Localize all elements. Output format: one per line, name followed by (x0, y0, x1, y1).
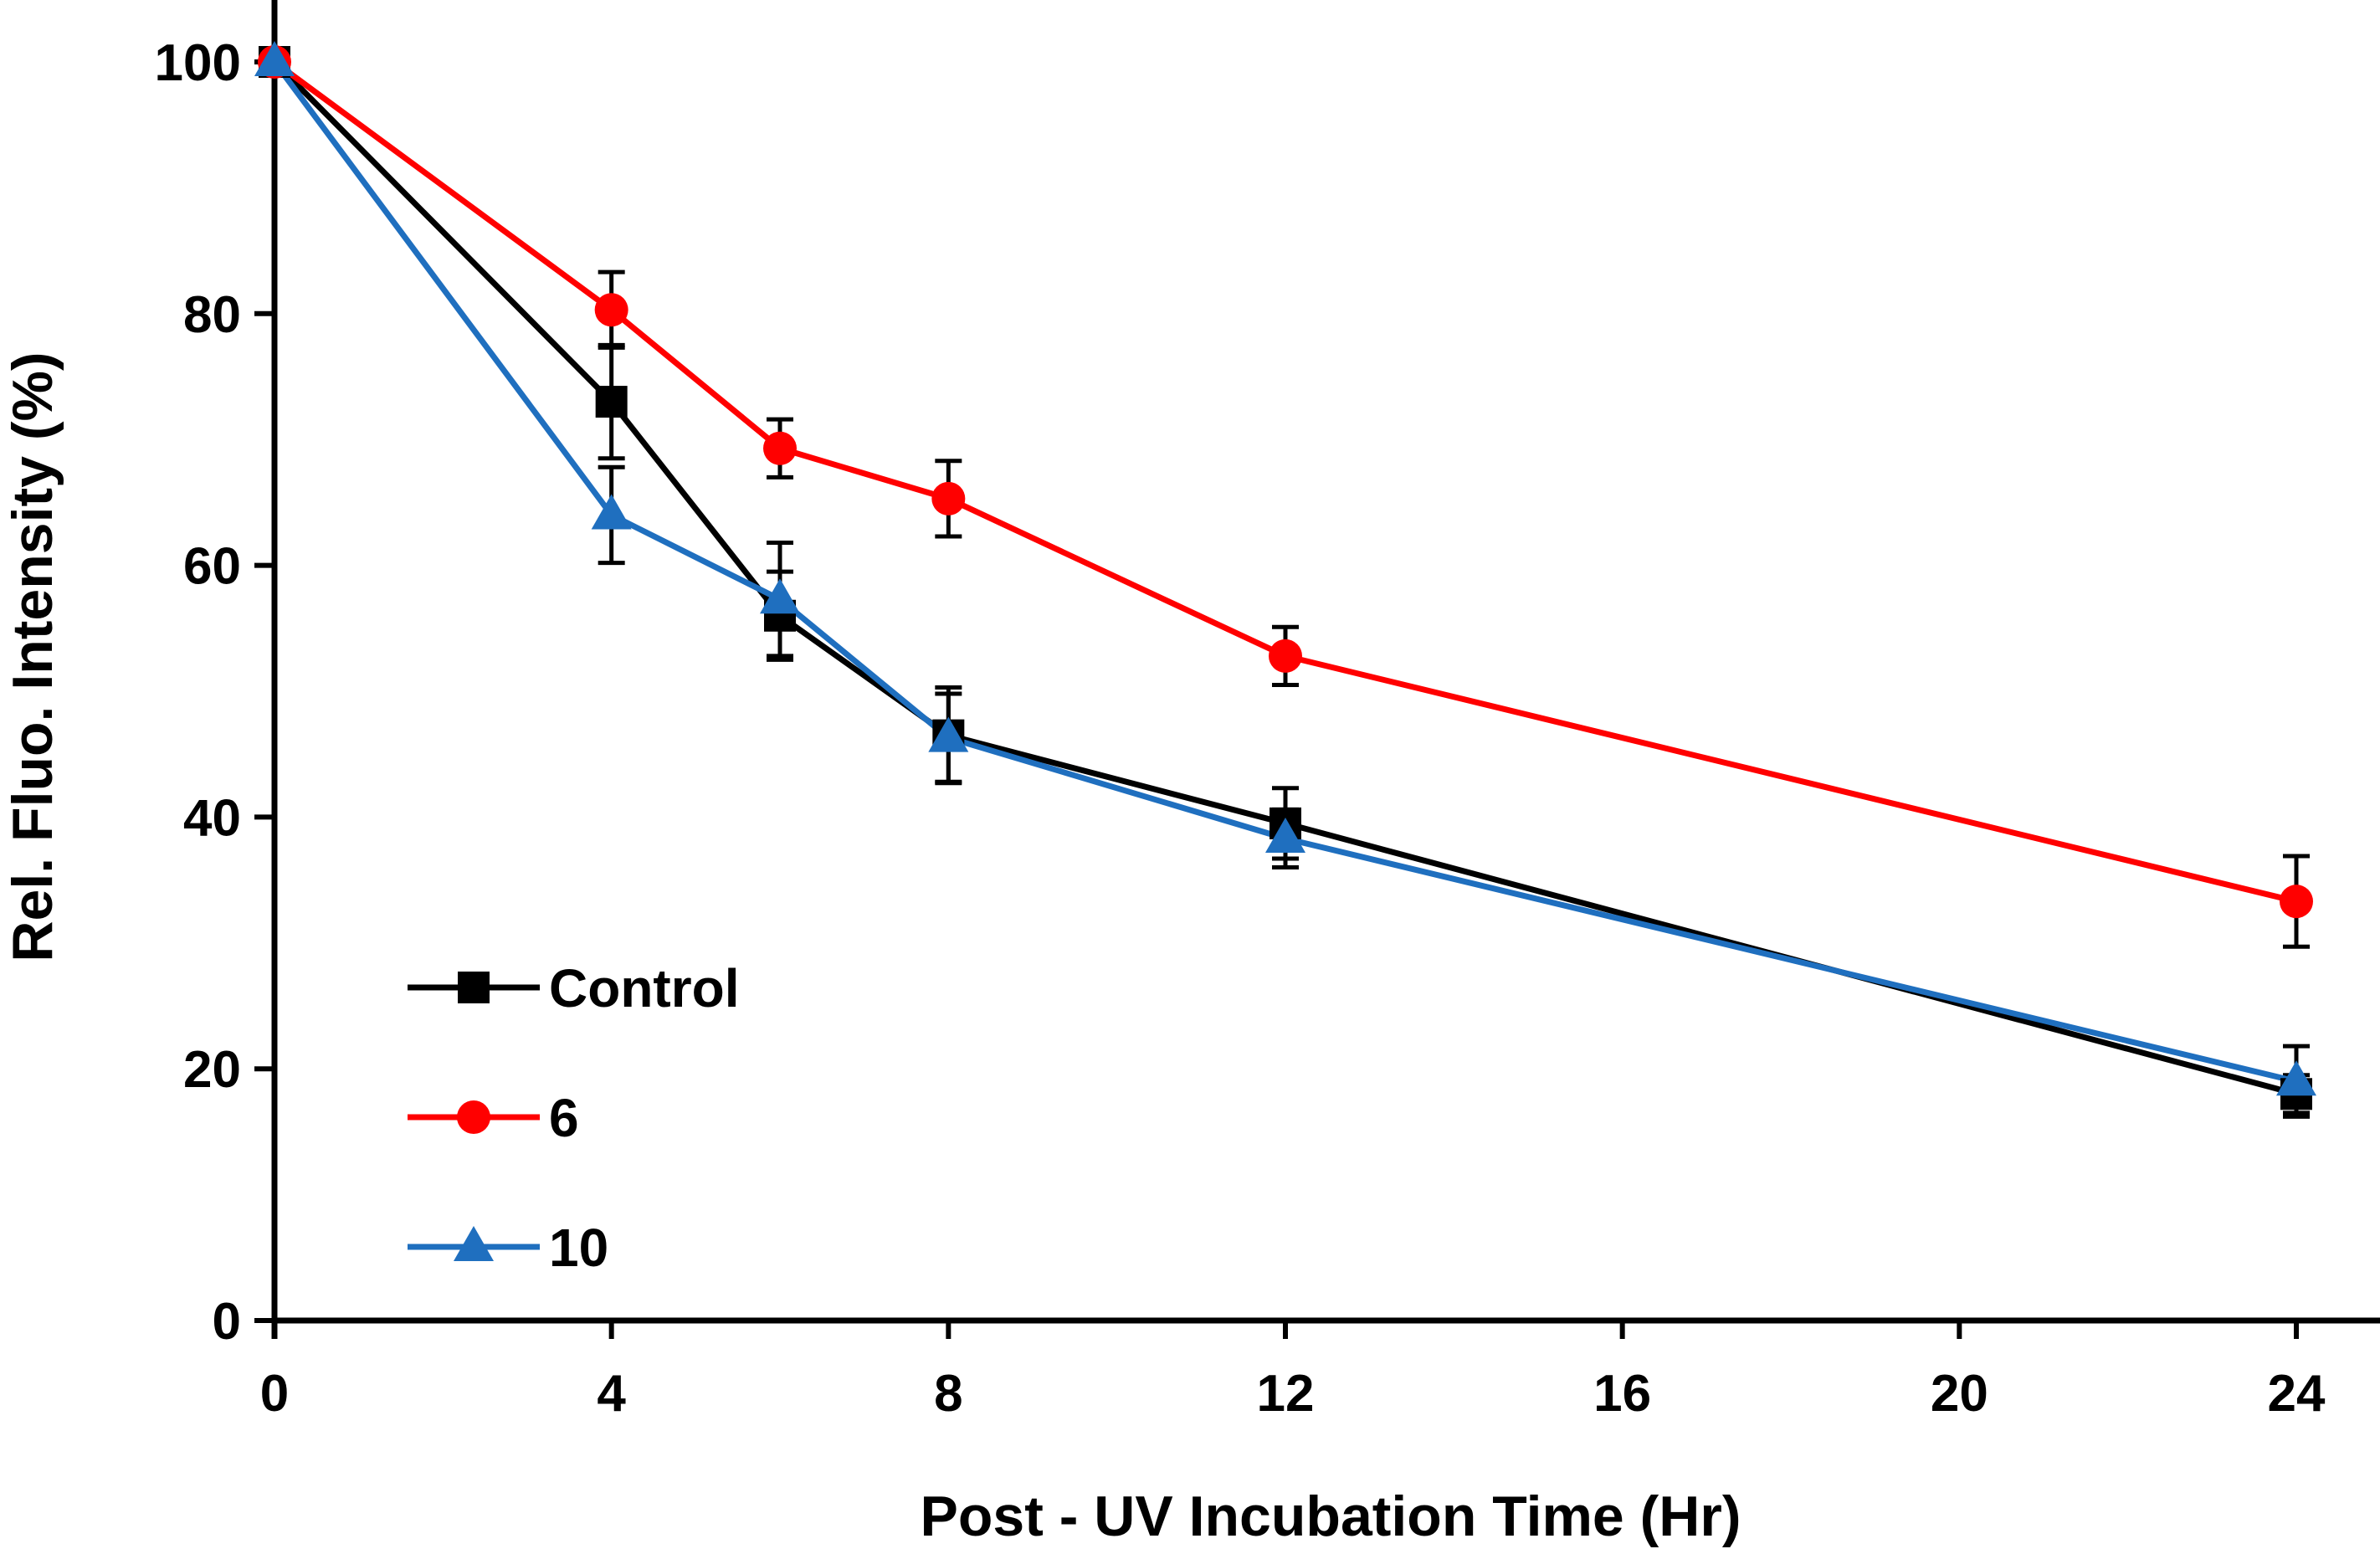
series-control-lines (272, 59, 2310, 1115)
y-tick-label: 20 (183, 1041, 241, 1099)
x-tick-label: 16 (1593, 1365, 1651, 1423)
y-tick-label: 100 (155, 34, 241, 92)
y-axis-ticks: 0 20 40 60 80 100 (155, 34, 274, 1351)
legend-item: 10 (408, 1218, 608, 1278)
x-tick-label: 20 (1931, 1365, 1988, 1423)
legend-label: 10 (549, 1218, 608, 1278)
y-tick-label: 40 (183, 789, 241, 847)
data-point (594, 293, 628, 327)
legend-marker (454, 1226, 494, 1261)
data-point (763, 431, 797, 465)
data-point (931, 481, 966, 515)
series-line (272, 59, 2297, 905)
data-point (1265, 817, 1305, 853)
series-control-points (259, 46, 2312, 1110)
series-line (272, 59, 2297, 1097)
data-point (595, 386, 628, 418)
series-6-lines (272, 59, 2310, 949)
x-tick-label: 0 (260, 1365, 289, 1423)
x-tick-label: 8 (934, 1365, 962, 1423)
y-tick-label: 0 (213, 1293, 241, 1351)
y-axis-title: Rel. Fluo. Intensity (%) (1, 351, 64, 962)
legend-marker (458, 972, 490, 1003)
legend-label: Control (549, 958, 740, 1018)
data-point (928, 716, 969, 752)
legend: Control 6 10 (408, 958, 740, 1278)
legend-item: 6 (408, 1088, 579, 1148)
legend-marker (457, 1100, 490, 1134)
series-10-points (254, 41, 2316, 1096)
y-tick-label: 80 (183, 286, 241, 344)
axes (271, 0, 2380, 1339)
x-tick-label: 12 (1257, 1365, 1315, 1423)
series-layer (254, 41, 2316, 1119)
data-point (1269, 639, 1302, 673)
x-tick-label: 4 (597, 1365, 626, 1423)
y-tick-label: 60 (183, 538, 241, 596)
data-point (254, 41, 295, 76)
data-point (591, 494, 632, 530)
legend-item: Control (408, 958, 740, 1018)
legend-label: 6 (549, 1088, 579, 1148)
x-tick-label: 24 (2268, 1365, 2326, 1423)
x-axis-ticks: 0 4 8 12 16 20 24 (260, 1321, 2326, 1423)
data-point (760, 578, 800, 614)
x-axis-title: Post - UV Incubation Time (Hr) (920, 1485, 1741, 1548)
data-point (2280, 885, 2313, 919)
series-line (272, 59, 2297, 1085)
data-point (2276, 1060, 2316, 1096)
